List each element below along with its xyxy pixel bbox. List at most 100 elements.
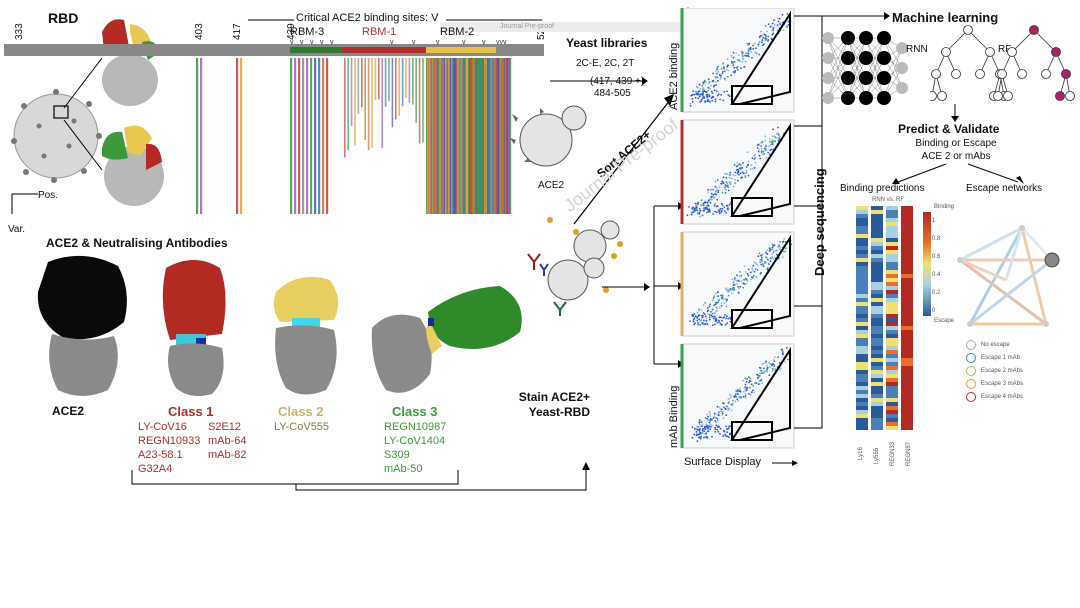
flow-dot [718,186,721,189]
flow-dot [727,398,730,400]
heatmap-cell [871,210,883,214]
heatmap-cell [856,254,868,258]
flow-dot [765,261,768,264]
rnn-node [841,91,855,105]
heatmap-cell [901,218,913,222]
flow-dot [753,391,756,394]
flow-dot [720,324,723,326]
flow-dot [759,157,762,160]
flow-dot [707,191,710,194]
heatmap-cell [886,382,898,386]
flow-dot [703,79,706,82]
flow-dot [719,432,721,435]
flow-dot [716,179,719,181]
flow-dot [710,198,712,200]
stain-arrow [602,283,650,291]
flow-dot [760,258,763,260]
colorbar-tick: 0.6 [932,254,941,260]
flow-dot [700,93,702,95]
flow-dot [713,413,716,415]
flow-dot [737,54,740,57]
flow-dot [772,363,775,366]
flow-dot [762,152,765,155]
flow-dot [733,279,736,281]
flow-dot [766,249,768,252]
flow-dot [716,413,719,416]
flow-dot [692,206,694,209]
flow-dot [749,377,752,380]
heatmap-cell [901,350,913,354]
flow-dot [714,210,716,213]
rbd-variant-map [4,44,544,214]
flow-dot [729,289,731,291]
rnn-node [896,42,908,54]
heatmap-cell [901,354,913,358]
flow-dot [726,65,729,68]
flow-dot [717,93,720,96]
flow-dot [713,196,715,198]
svg-text:v: v [310,39,314,46]
rf-node [963,25,973,35]
flow-dot [739,387,741,390]
svg-text:vvv: vvv [496,39,507,46]
flow-dot [730,74,732,77]
flow-dot [723,206,726,209]
flow-dot [724,323,727,326]
colorbar-tick: 0.2 [932,290,941,296]
flow-dot [731,287,734,290]
class1-antibody-list-1: LY-CoV16 REGN10933 A23-58.1 G32A4 [138,420,200,476]
flow-dot [737,285,739,288]
flow-dot [771,364,773,367]
heatmap-cell [886,246,898,250]
flow-dot [697,314,700,317]
rf-node [931,69,941,79]
flow-dot [698,436,701,439]
flow-dot [727,294,730,297]
flow-dot [713,323,716,326]
flow-dot [700,435,702,438]
flow-dot [771,22,774,25]
svg-text:v: v [330,39,334,46]
flow-dot [754,153,756,156]
flow-dot [696,316,699,319]
flow-dot [703,204,705,207]
heatmap-cell [901,410,913,414]
heatmap-cell [886,230,898,234]
flow-dot [726,75,729,78]
binding-predictions-sub: RNN vs. RF [872,197,904,203]
flow-dot [771,135,774,138]
flow-gate-box [731,309,773,329]
flow-dot [699,437,702,440]
heatmap-cell [886,254,898,258]
flow-dot [727,189,730,192]
flow-dot [715,417,717,419]
flow-dot [724,172,726,175]
flow-dot [709,101,711,103]
flow-dot [721,414,724,416]
flow-dot [719,427,722,430]
flow-dot [707,89,709,92]
heatmap-cell [901,286,913,290]
flow-dot [746,389,748,391]
heatmap-cell [871,330,883,334]
flow-dot [702,304,705,306]
class1-ab: REGN10933 [138,435,201,447]
flow-dot [728,436,730,438]
rnn-node [877,51,891,65]
heatmap-cell [856,314,868,318]
heat-col-label: REGN87 [906,441,912,466]
svg-text:v: v [462,39,466,46]
ace2-antibodies-title: ACE2 & Neutralising Antibodies [46,236,228,250]
flow-dot [756,373,759,376]
heatmap-cell [871,254,883,258]
flow-dot [721,402,724,404]
heatmap-cell [871,378,883,382]
flow-dot [716,418,719,420]
flow-dot [697,90,700,93]
flow-dot [700,199,703,202]
heatmap-cell [856,262,868,266]
flow-dot [713,416,716,419]
variant-stripe [422,58,424,143]
flow-dot [703,313,706,315]
flow-dot [750,51,753,53]
